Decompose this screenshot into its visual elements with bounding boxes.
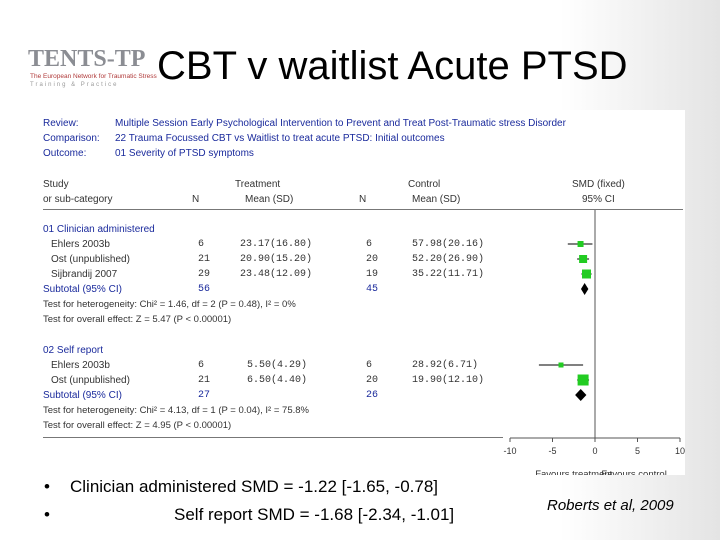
x-tick-label: 5 xyxy=(635,446,640,456)
header-study: Study xyxy=(43,179,69,190)
effect-marker xyxy=(582,269,591,279)
study-name: Ehlers 2003b xyxy=(51,360,110,371)
logo-tagline: Training & Practice xyxy=(30,82,119,88)
heterogeneity-test: Test for heterogeneity: Chi² = 1.46, df … xyxy=(43,299,296,310)
subtotal-treatment-n: 56 xyxy=(198,284,211,295)
treatment-n: 21 xyxy=(198,254,211,265)
x-tick-label: -5 xyxy=(548,446,556,456)
header-treatment-mean: Mean (SD) xyxy=(245,194,294,205)
header-treatment: Treatment xyxy=(235,179,281,190)
comparison-label: Comparison: xyxy=(43,133,100,144)
forest-plot-panel: Review: Multiple Session Early Psycholog… xyxy=(35,110,685,475)
treatment-mean-sd: 6.50(4.40) xyxy=(247,375,308,386)
treatment-mean-sd: 5.50(4.29) xyxy=(247,360,308,371)
control-mean-sd: 35.22(11.71) xyxy=(412,269,485,280)
logo-name: TENTS-TP xyxy=(28,46,146,72)
x-tick-label: -10 xyxy=(503,446,516,456)
comparison-value: 22 Trauma Focussed CBT vs Waitlist to tr… xyxy=(115,133,445,144)
header-control-n: N xyxy=(359,194,367,205)
citation: Roberts et al, 2009 xyxy=(547,497,674,514)
control-n: 6 xyxy=(366,360,373,371)
x-tick-label: 10 xyxy=(675,446,685,456)
group-label: 01 Clinician administered xyxy=(43,224,155,235)
control-mean-sd: 57.98(20.16) xyxy=(412,239,485,250)
subtotal-control-n: 45 xyxy=(366,284,379,295)
logo-subtitle: The European Network for Traumatic Stres… xyxy=(30,73,157,80)
tents-tp-logo: TENTS-TP The European Network for Trauma… xyxy=(28,44,178,94)
control-n: 19 xyxy=(366,269,379,280)
study-name: Ost (unpublished) xyxy=(51,375,130,386)
treatment-n: 29 xyxy=(198,269,211,280)
header-ci: 95% CI xyxy=(582,194,615,205)
control-n: 6 xyxy=(366,239,373,250)
control-n: 20 xyxy=(366,254,379,265)
header-study-sub: or sub-category xyxy=(43,194,113,205)
outcome-label: Outcome: xyxy=(43,148,87,159)
bullet-text: Clinician administered SMD = -1.22 [-1.6… xyxy=(70,477,439,496)
review-label: Review: xyxy=(43,118,79,129)
treatment-mean-sd: 20.90(15.20) xyxy=(240,254,313,265)
group-label: 02 Self report xyxy=(43,345,104,356)
effect-marker xyxy=(577,374,589,386)
control-mean-sd: 19.90(12.10) xyxy=(412,375,485,386)
study-name: Ost (unpublished) xyxy=(51,254,130,265)
study-name: Ehlers 2003b xyxy=(51,239,110,250)
header-treatment-n: N xyxy=(192,194,200,205)
overall-effect-test: Test for overall effect: Z = 5.47 (P < 0… xyxy=(43,314,232,325)
bullet-text: Self report SMD = -1.68 [-2.34, -1.01] xyxy=(174,505,455,524)
control-mean-sd: 28.92(6.71) xyxy=(412,360,479,371)
review-value: Multiple Session Early Psychological Int… xyxy=(115,118,566,129)
subtotal-treatment-n: 27 xyxy=(198,390,211,401)
treatment-n: 6 xyxy=(198,239,205,250)
bullet-marker: • xyxy=(44,477,50,496)
subtotal-diamond xyxy=(575,389,587,401)
effect-marker xyxy=(577,241,584,247)
slide-title: CBT v waitlist Acute PTSD xyxy=(157,44,628,88)
subtotal-label: Subtotal (95% CI) xyxy=(43,390,122,401)
header-control-mean: Mean (SD) xyxy=(412,194,461,205)
favours-control-label: Favours control xyxy=(601,469,666,475)
x-tick-label: 0 xyxy=(592,446,597,456)
treatment-mean-sd: 23.48(12.09) xyxy=(240,269,313,280)
header-control: Control xyxy=(408,179,441,190)
heterogeneity-test: Test for heterogeneity: Chi² = 4.13, df … xyxy=(43,405,309,416)
footer-rule xyxy=(43,437,503,438)
effect-marker xyxy=(558,362,564,368)
favours-treatment-label: Favours treatment xyxy=(535,469,612,475)
study-name: Sijbrandij 2007 xyxy=(51,269,118,280)
treatment-mean-sd: 23.17(16.80) xyxy=(240,239,313,250)
control-mean-sd: 52.20(26.90) xyxy=(412,254,485,265)
overall-effect-test: Test for overall effect: Z = 4.95 (P < 0… xyxy=(43,420,232,431)
treatment-n: 21 xyxy=(198,375,211,386)
subtotal-diamond xyxy=(580,283,589,295)
effect-marker xyxy=(579,255,588,263)
bullet-marker: • xyxy=(44,505,50,524)
outcome-value: 01 Severity of PTSD symptoms xyxy=(115,148,254,159)
treatment-n: 6 xyxy=(198,360,205,371)
header-rule xyxy=(43,209,683,210)
subtotal-label: Subtotal (95% CI) xyxy=(43,284,122,295)
control-n: 20 xyxy=(366,375,379,386)
header-smd: SMD (fixed) xyxy=(572,179,625,190)
subtotal-control-n: 26 xyxy=(366,390,379,401)
